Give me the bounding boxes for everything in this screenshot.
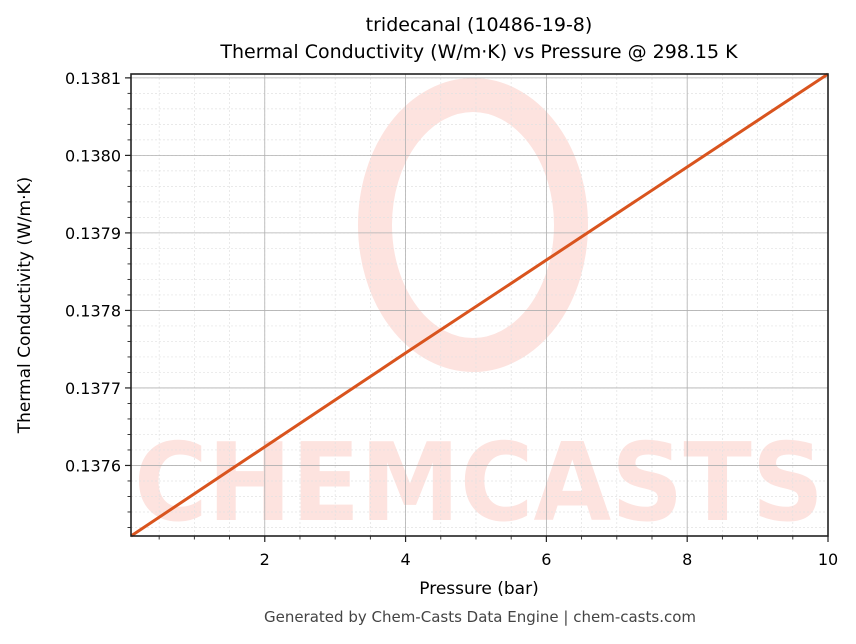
svg-text:0.1378: 0.1378 <box>65 301 121 320</box>
svg-text:0.1376: 0.1376 <box>65 456 121 475</box>
plot-frame <box>130 73 829 537</box>
footer-credit: Generated by Chem-Casts Data Engine | ch… <box>263 608 697 626</box>
svg-text:6: 6 <box>541 550 551 569</box>
svg-text:CHEMCASTS: CHEMCASTS <box>134 421 824 546</box>
svg-text:0.1379: 0.1379 <box>65 224 121 243</box>
svg-text:10: 10 <box>818 550 838 569</box>
watermark: CHEMCASTS <box>134 78 824 546</box>
svg-text:0.1380: 0.1380 <box>65 146 121 165</box>
x-axis-ticks: 2 4 6 8 10 <box>158 536 838 569</box>
svg-text:0.1381: 0.1381 <box>65 69 121 88</box>
y-axis-label: Thermal Conductivity (W/m·K) <box>15 177 35 435</box>
x-axis-label: Pressure (bar) <box>419 579 538 599</box>
svg-text:2: 2 <box>260 550 270 569</box>
data-series <box>130 72 829 538</box>
y-axis-ticks: 0.1376 0.1377 0.1378 0.1379 0.1380 0.1381 <box>65 69 131 528</box>
svg-text:0.1377: 0.1377 <box>65 379 121 398</box>
svg-text:4: 4 <box>400 550 410 569</box>
chart-title: tridecanal (10486-19-8) <box>365 14 593 36</box>
svg-text:8: 8 <box>682 550 692 569</box>
chart-subtitle: Thermal Conductivity (W/m·K) vs Pressure… <box>220 41 738 63</box>
